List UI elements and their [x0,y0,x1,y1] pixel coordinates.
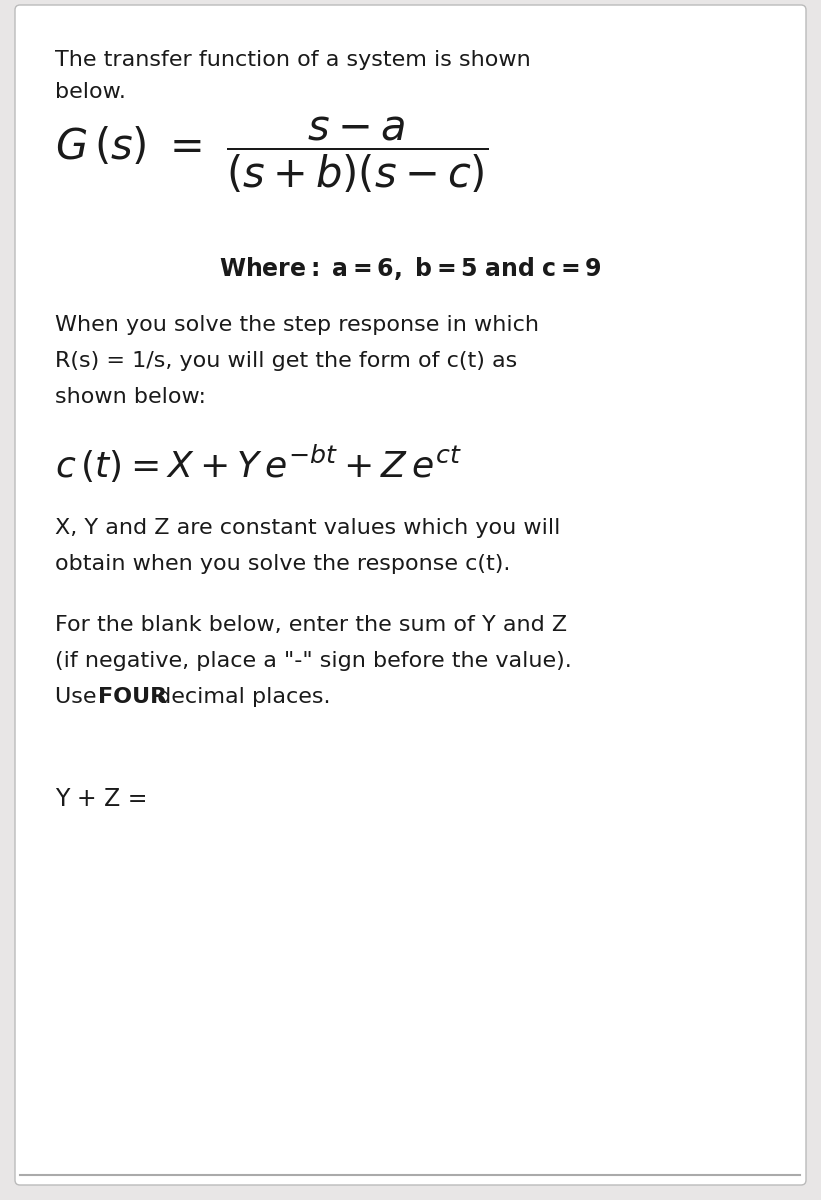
Text: Use: Use [55,686,103,707]
Text: shown below:: shown below: [55,386,206,407]
FancyBboxPatch shape [15,5,806,1186]
Text: below.: below. [55,82,126,102]
Text: FOUR: FOUR [98,686,167,707]
Text: $G\,(s)\ =\ \dfrac{s-a}{(s+b)(s-c)}$: $G\,(s)\ =\ \dfrac{s-a}{(s+b)(s-c)}$ [55,115,488,196]
Text: obtain when you solve the response c(t).: obtain when you solve the response c(t). [55,554,511,574]
Text: (if negative, place a "-" sign before the value).: (if negative, place a "-" sign before th… [55,650,571,671]
Text: The transfer function of a system is shown: The transfer function of a system is sho… [55,50,530,70]
Text: When you solve the step response in which: When you solve the step response in whic… [55,314,539,335]
Text: $\mathbf{Where{:}\ a = 6,\ b = 5\ and\ c = 9}$: $\mathbf{Where{:}\ a = 6,\ b = 5\ and\ c… [218,254,602,282]
Text: R(s) = 1/s, you will get the form of c(t) as: R(s) = 1/s, you will get the form of c(t… [55,350,517,371]
Text: Y + Z =: Y + Z = [55,787,148,811]
Text: decimal places.: decimal places. [150,686,331,707]
Text: X, Y and Z are constant values which you will: X, Y and Z are constant values which you… [55,518,561,538]
Text: For the blank below, enter the sum of Y and Z: For the blank below, enter the sum of Y … [55,614,567,635]
Text: $c\,(t) = X + Y\,e^{-bt} + Z\,e^{ct}$: $c\,(t) = X + Y\,e^{-bt} + Z\,e^{ct}$ [55,443,462,485]
